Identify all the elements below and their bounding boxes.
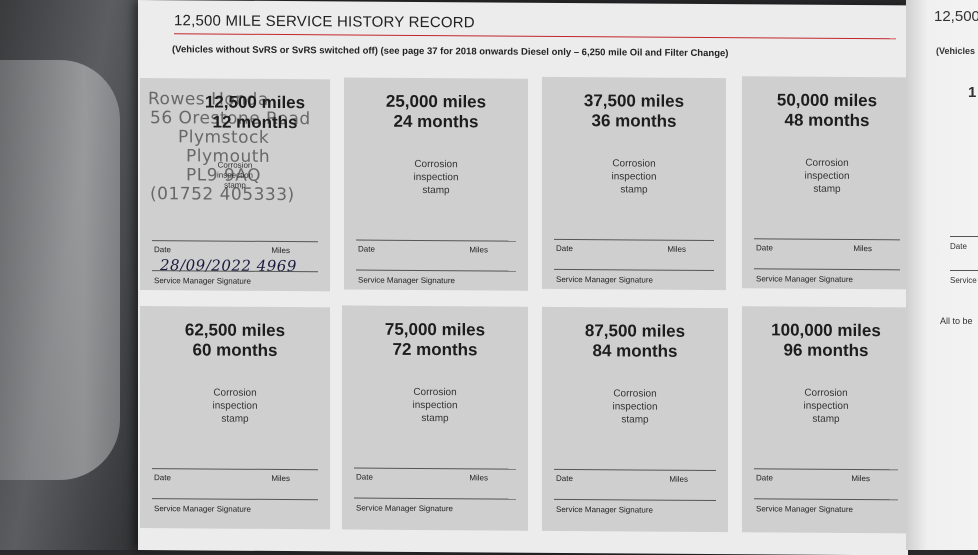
date-label: Date [358,244,375,254]
service-card-75000: 75,000 miles 72 months Corrosion inspecti… [342,305,528,531]
card-miles: 50,000 miles [776,90,878,111]
corrosion-stamp-label: Corrosion inspection stamp [611,158,657,196]
date-miles-line [152,240,318,243]
date-miles-line [754,238,900,241]
miles-label: Miles [853,243,872,254]
card-miles: 12,500 miles [204,92,306,113]
page-title: 12,500 MILE SERVICE HISTORY RECORD [174,12,475,32]
card-months: 24 months [393,111,479,132]
date-label: Date [356,472,373,482]
date-label: Date [756,473,773,483]
seat-background [0,60,120,480]
next-page-line [950,270,978,271]
card-months: 60 months [192,340,278,360]
card-miles: 25,000 miles [385,91,487,112]
service-card-50000: 50,000 miles 48 months Corrosion inspecti… [742,76,912,290]
service-card-87500: 87,500 miles 84 months Corrosion inspecti… [542,306,728,533]
card-months: 12 months [212,112,298,133]
page-subtitle: (Vehicles without SvRS or SvRS switched … [172,44,729,60]
signature-label: Service Manager Signature [356,503,453,514]
next-page-service-label: Service [950,276,977,285]
card-months: 48 months [784,110,870,131]
service-card-25000: 25,000 miles 24 months Corrosion inspecti… [344,77,528,291]
service-record-page: 12,500 MILE SERVICE HISTORY RECORD (Vehi… [138,0,912,555]
next-page-note: All to be [940,316,973,326]
service-card-12500: Rowes Honda 56 Orestone Road Plymstock P… [140,78,330,292]
handwritten-date-miles: 28/09/2022 4969 [160,256,297,276]
signature-label: Service Manager Signature [556,504,653,515]
corrosion-stamp-label: Corrosion inspection stamp [216,160,254,190]
card-miles: 62,500 miles [184,320,286,341]
card-months: 84 months [592,341,678,361]
signature-label: Service Manager Signature [358,275,455,286]
corrosion-stamp-label: Corrosion inspection stamp [212,387,258,425]
date-miles-line [554,468,716,472]
card-months: 96 months [783,340,869,361]
signature-label: Service Manager Signature [154,276,251,286]
signature-line [754,498,898,501]
title-rule [174,33,896,40]
corrosion-stamp-label: Corrosion inspection stamp [413,158,459,197]
next-page-title: 12,500 [934,8,978,25]
signature-line [152,498,318,501]
corrosion-stamp-label: Corrosion inspection stamp [412,386,458,425]
signature-line [554,498,716,502]
date-label: Date [154,245,171,255]
date-label: Date [556,243,573,254]
next-page-date-label: Date [950,242,967,251]
miles-label: Miles [667,244,686,254]
service-card-100000: 100,000 miles 96 months Corrosion inspect… [742,306,910,534]
card-miles: 100,000 miles [771,320,881,341]
date-label: Date [556,473,573,484]
corrosion-stamp-label: Corrosion inspection stamp [803,387,849,425]
corrosion-stamp-label: Corrosion inspection stamp [804,157,850,195]
signature-label: Service Manager Signature [556,274,653,285]
service-card-37500: 37,500 miles 36 months Corrosion inspecti… [542,76,726,291]
signature-label: Service Manager Signature [756,274,853,284]
date-miles-line [152,468,318,471]
date-miles-line [754,468,898,471]
signature-line [354,497,516,500]
card-miles: 87,500 miles [584,321,686,341]
card-miles: 75,000 miles [384,319,486,340]
next-page-subtitle: (Vehicles [936,46,976,56]
signature-label: Service Manager Signature [154,504,251,514]
miles-label: Miles [669,474,688,484]
date-miles-line [554,238,714,242]
date-miles-line [356,239,516,242]
miles-label: Miles [469,245,488,255]
signature-line [356,269,516,272]
card-months: 72 months [392,339,478,360]
miles-label: Miles [851,473,870,484]
signature-line [754,268,900,271]
next-page-edge: 12,500 (Vehicles 1 Date Service All to b… [906,0,978,550]
corrosion-stamp-label: Corrosion inspection stamp [612,388,658,426]
miles-label: Miles [469,473,488,483]
card-months: 36 months [591,111,677,131]
signature-line [554,268,714,272]
next-page-number: 1 [968,84,977,101]
signature-label: Service Manager Signature [756,504,853,514]
card-miles: 37,500 miles [583,91,685,111]
date-label: Date [756,243,773,253]
service-card-62500: 62,500 miles 60 months Corrosion inspecti… [140,306,330,530]
date-label: Date [154,473,171,483]
date-miles-line [354,467,516,470]
miles-label: Miles [271,473,290,484]
miles-label: Miles [271,245,290,256]
next-page-line [950,236,978,237]
